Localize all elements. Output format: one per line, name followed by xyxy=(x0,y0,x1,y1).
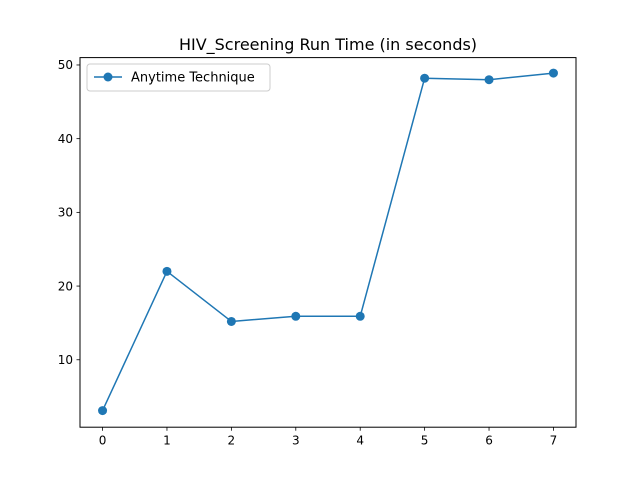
y-tick-label: 50 xyxy=(58,58,73,72)
y-tick-label: 30 xyxy=(58,206,73,220)
data-point xyxy=(548,68,558,78)
y-tick-label: 20 xyxy=(58,279,73,293)
x-tick-label: 0 xyxy=(99,434,107,448)
data-point xyxy=(291,311,301,321)
x-tick-label: 5 xyxy=(421,434,429,448)
x-tick-label: 3 xyxy=(292,434,300,448)
x-tick-label: 2 xyxy=(228,434,236,448)
x-tick-label: 1 xyxy=(163,434,171,448)
legend-series-marker xyxy=(103,72,113,82)
x-tick-label: 4 xyxy=(356,434,364,448)
plot-frame xyxy=(79,57,577,428)
chart-title: HIV_Screening Run Time (in seconds) xyxy=(179,35,477,55)
y-tick-label: 40 xyxy=(58,132,73,146)
data-point xyxy=(420,73,430,83)
data-point xyxy=(226,316,236,326)
legend-box xyxy=(86,63,271,92)
y-axis: 10 20 30 40 50 xyxy=(58,58,80,367)
series-layer xyxy=(98,68,558,416)
data-point xyxy=(98,406,108,416)
x-axis: 0 1 2 3 4 5 6 7 xyxy=(99,427,558,448)
x-tick-label: 6 xyxy=(485,434,493,448)
data-point xyxy=(484,75,494,85)
legend: Anytime Technique xyxy=(86,63,271,92)
x-tick-label: 7 xyxy=(550,434,558,448)
y-tick-label: 10 xyxy=(58,353,73,367)
data-point xyxy=(355,311,365,321)
series-line xyxy=(101,72,554,411)
legend-series-label: Anytime Technique xyxy=(131,71,255,86)
data-point xyxy=(162,266,172,276)
